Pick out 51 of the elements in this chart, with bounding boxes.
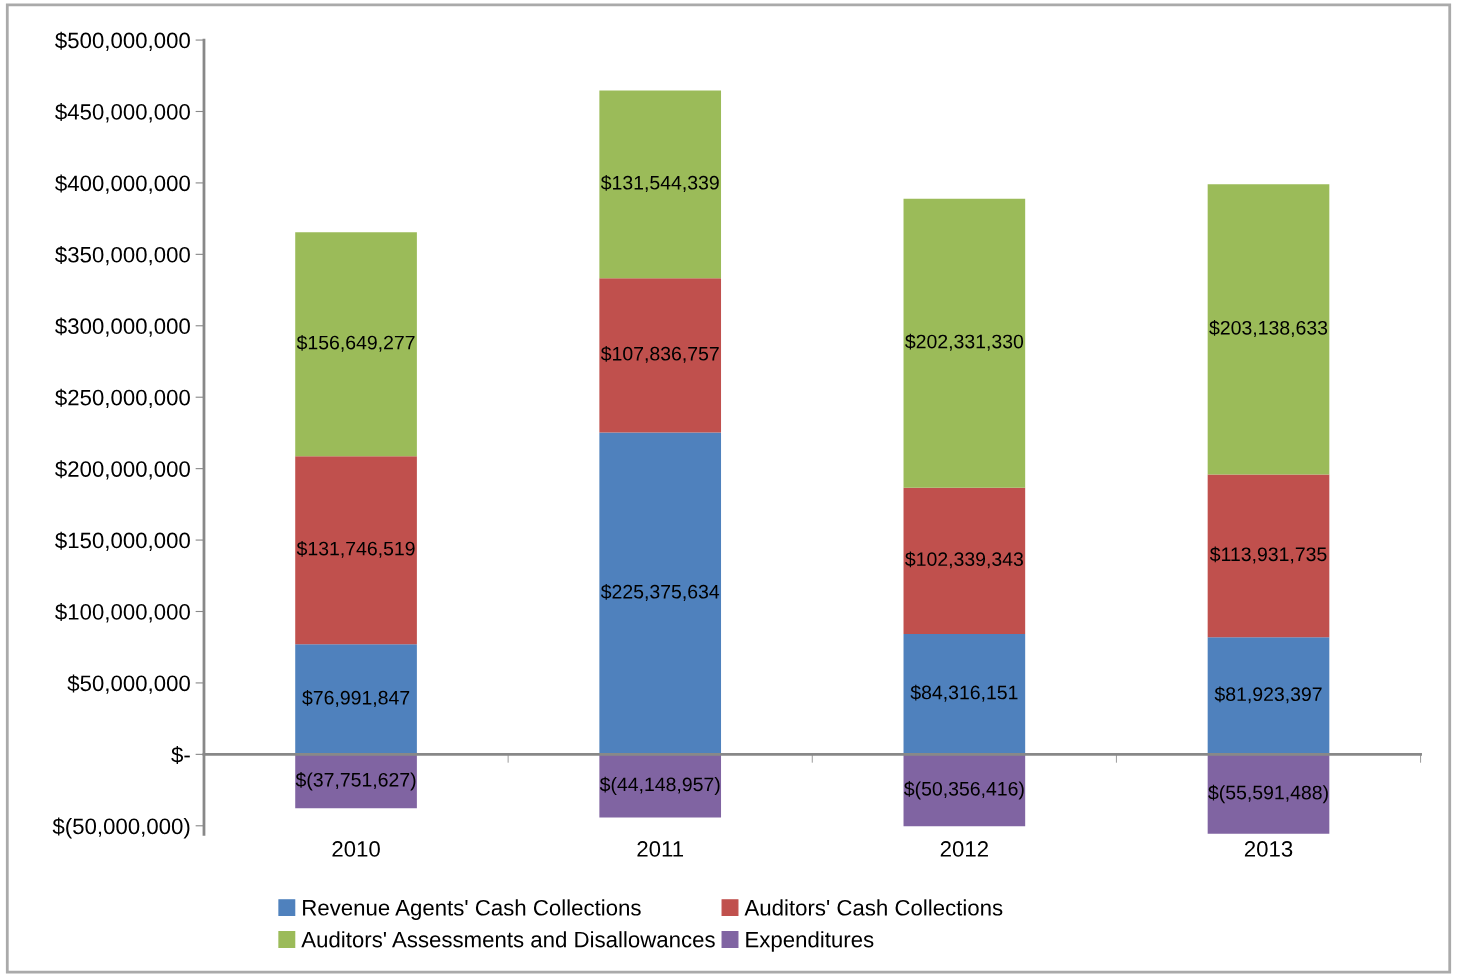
- y-tick-label: $500,000,000: [55, 31, 190, 51]
- bar: [295, 644, 417, 755]
- bar: [1207, 184, 1330, 475]
- data-label: $76,991,847: [302, 689, 410, 707]
- data-label: $81,923,397: [1214, 686, 1322, 704]
- y-tick-label: $150,000,000: [55, 531, 190, 551]
- bar: [903, 487, 1026, 634]
- y-tick-label: $-: [171, 745, 190, 764]
- bar: [599, 754, 722, 818]
- y-tick-label: $300,000,000: [55, 317, 190, 337]
- legend-label: Auditors' Cash Collections: [744, 899, 1003, 916]
- legend-label: Revenue Agents' Cash Collections: [303, 899, 641, 921]
- bar: [903, 754, 1026, 827]
- bar: [295, 232, 417, 457]
- x-tick-label: 2010: [332, 841, 380, 857]
- y-tick-label: $350,000,000: [55, 245, 190, 266]
- data-label: $107,836,757: [600, 345, 719, 363]
- bar: [1207, 637, 1330, 755]
- data-label: $131,544,339: [600, 175, 719, 192]
- bar: [1207, 754, 1330, 834]
- data-label: $84,316,151: [910, 684, 1018, 702]
- bar: [295, 456, 417, 645]
- data-label: $203,138,633: [1209, 320, 1328, 337]
- data-label: $131,746,519: [296, 540, 415, 558]
- bar: [599, 278, 722, 433]
- bar: [903, 633, 1026, 755]
- bar: [903, 198, 1026, 488]
- bar: [1207, 474, 1330, 638]
- bar: [599, 432, 722, 755]
- y-tick-label: $250,000,000: [55, 388, 190, 409]
- y-tick-label: $100,000,000: [55, 603, 190, 623]
- x-tick-label: 2013: [1244, 841, 1293, 857]
- y-tick-label: $400,000,000: [55, 174, 190, 194]
- y-tick-label: $(50,000,000): [52, 817, 190, 839]
- data-label: $156,649,277: [296, 334, 415, 352]
- legend-label: Expenditures: [746, 931, 874, 952]
- data-label: $113,931,735: [1209, 546, 1327, 564]
- data-label: $(55,591,488): [1208, 784, 1328, 804]
- data-label: $225,375,634: [600, 584, 720, 601]
- y-tick-label: $200,000,000: [55, 460, 190, 480]
- data-label: $102,339,343: [905, 551, 1023, 569]
- x-tick-label: 2011: [637, 841, 684, 857]
- data-label: $(37,751,627): [295, 772, 416, 791]
- bar: [599, 90, 722, 279]
- data-label: $(44,148,957): [599, 776, 720, 796]
- x-tick-label: 2012: [940, 841, 988, 857]
- data-label: $202,331,330: [905, 333, 1024, 351]
- y-tick-label: $450,000,000: [55, 103, 190, 123]
- data-label: $(50,356,416): [904, 781, 1024, 800]
- y-tick-label: $50,000,000: [67, 674, 190, 694]
- legend-label: Auditors' Assessments and Disallowances: [301, 931, 715, 948]
